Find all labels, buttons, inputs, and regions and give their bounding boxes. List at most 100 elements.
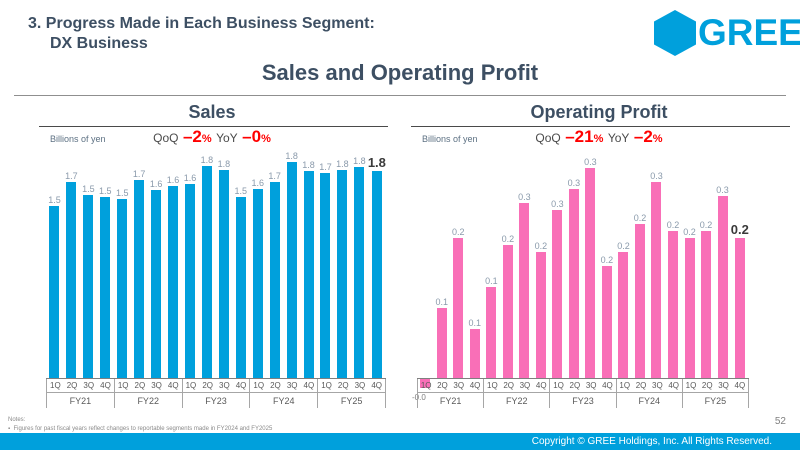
operating-profit-unit-label: Billions of yen bbox=[422, 134, 478, 144]
operating-profit-bar-FY21-2Q bbox=[436, 308, 447, 378]
sales-axis-quarter-label-FY22-3Q: 3Q bbox=[151, 381, 162, 390]
sales-bar-value-label-FY21-1Q: 1.5 bbox=[48, 195, 61, 205]
operating-profit-bar-value-label-FY21-2Q: 0.1 bbox=[435, 297, 449, 307]
sales-bar-FY22-1Q bbox=[117, 199, 128, 378]
operating-profit-bar-FY21-3Q bbox=[453, 238, 464, 378]
sales-bar-slot-FY24-3Q: 1.8 bbox=[283, 150, 300, 378]
sales-bar-FY24-1Q bbox=[252, 189, 263, 378]
operating-profit-bar-value-label-FY23-3Q: 0.3 bbox=[584, 157, 597, 167]
sales-bar-FY21-3Q bbox=[83, 195, 94, 378]
operating-profit-bar-slot-FY22-2Q: 0.2 bbox=[500, 150, 517, 378]
operating-profit-yoy-value: –2 bbox=[633, 127, 653, 146]
operating-profit-bar-value-label-FY23-2Q: 0.3 bbox=[567, 178, 581, 188]
operating-profit-axis-year-label-FY22: FY22 bbox=[506, 396, 528, 406]
operating-profit-axis-year-label-FY23: FY23 bbox=[572, 396, 594, 406]
sales-axis-quarter-label-FY21-2Q: 2Q bbox=[66, 381, 78, 390]
sales-bar-slot-FY23-1Q: 1.6 bbox=[182, 150, 199, 378]
slide-title-line2: DX Business bbox=[50, 35, 148, 53]
operating-profit-qoq-label: QoQ bbox=[535, 131, 561, 145]
operating-profit-chart-title: Operating Profit bbox=[530, 102, 668, 122]
operating-profit-axis-group-FY21: 1Q 2Q 3Q 4Q FY21 bbox=[417, 379, 484, 408]
sales-qoq-value: –2 bbox=[182, 127, 202, 146]
sales-plot-area: 1.5 1.7 1.5 1.5 1.5 1.7 1.6 1.6 1.6 1.8 1.8 1.5 1.6 1… bbox=[46, 150, 386, 378]
operating-profit-bar-FY24-4Q bbox=[667, 231, 678, 378]
operating-profit-bar-value-label-FY24-2Q: 0.2 bbox=[633, 213, 647, 223]
sales-bar-FY24-3Q bbox=[286, 162, 297, 378]
operating-profit-stats-line: QoQ –21% YoY –2% bbox=[406, 127, 792, 147]
operating-profit-bar-FY21-1Q bbox=[420, 378, 430, 388]
operating-profit-axis-quarter-label-FY23-4Q: 4Q bbox=[602, 381, 613, 390]
sales-axis-quarter-label-FY25-4Q: 4Q bbox=[371, 381, 382, 390]
sales-bar-FY24-4Q bbox=[303, 171, 314, 378]
operating-profit-bar-FY22-1Q bbox=[486, 287, 497, 378]
sales-bar-FY21-2Q bbox=[66, 182, 77, 378]
sales-axis-quarter-label-FY23-2Q: 2Q bbox=[202, 381, 213, 390]
operating-profit-bar-value-label-FY25-2Q: 0.2 bbox=[699, 220, 713, 230]
sales-bar-FY22-3Q bbox=[151, 190, 162, 378]
operating-profit-title-underline bbox=[411, 126, 790, 127]
sales-bar-slot-FY22-4Q: 1.6 bbox=[165, 150, 182, 378]
operating-profit-axis-quarter-label-FY22-4Q: 4Q bbox=[535, 381, 547, 390]
operating-profit-axis-year-label-FY21: FY21 bbox=[439, 396, 462, 406]
operating-profit-chart-panel: Operating Profit Billions of yen QoQ –21… bbox=[406, 100, 792, 412]
operating-profit-bar-FY25-4Q bbox=[734, 238, 745, 378]
sales-bar-slot-FY25-4Q: 1.8 bbox=[368, 150, 386, 378]
sales-axis-group-FY21: 1Q 2Q 3Q 4Q FY21 bbox=[46, 379, 114, 408]
sales-qoq-percent-sign: % bbox=[201, 133, 212, 145]
sales-bar-value-label-FY23-2Q: 1.8 bbox=[200, 155, 214, 165]
notes-block: Notes: ▪ Figures for past fiscal years r… bbox=[8, 416, 272, 434]
operating-profit-axis-quarter-label-FY21-4Q: 4Q bbox=[469, 381, 481, 390]
sales-bar-slot-FY24-4Q: 1.8 bbox=[300, 150, 317, 378]
operating-profit-bar-FY23-2Q bbox=[568, 189, 579, 378]
sales-chart-title: Sales bbox=[188, 102, 236, 122]
operating-profit-bar-slot-FY24-2Q: 0.2 bbox=[632, 150, 649, 378]
sales-axis-year-label-FY24: FY24 bbox=[273, 396, 295, 406]
operating-profit-bar-slot-FY22-1Q: 0.1 bbox=[483, 150, 500, 378]
sales-axis-group-FY22: 1Q 2Q 3Q 4Q FY22 bbox=[113, 379, 182, 408]
operating-profit-bar-value-label-FY24-3Q: 0.3 bbox=[650, 171, 663, 181]
operating-profit-bar-FY24-2Q bbox=[634, 224, 645, 378]
sales-bar-slot-FY24-1Q: 1.6 bbox=[249, 150, 266, 378]
operating-profit-yoy-percent-sign: % bbox=[652, 133, 663, 145]
operating-profit-bar-slot-FY22-4Q: 0.2 bbox=[533, 150, 550, 378]
sales-bar-value-label-FY23-4Q: 1.5 bbox=[234, 186, 248, 196]
operating-profit-axis-quarter-label-FY23-1Q: 1Q bbox=[553, 381, 564, 390]
sales-axis-group-FY25: 1Q 2Q 3Q 4Q FY25 bbox=[317, 379, 386, 408]
slide-title: 3. Progress Made in Each Business Segmen… bbox=[28, 14, 375, 55]
notes-label: Notes: bbox=[8, 417, 26, 423]
operating-profit-bar-FY24-1Q bbox=[618, 252, 629, 378]
operating-profit-axis-quarter-label-FY24-4Q: 4Q bbox=[668, 381, 679, 390]
sales-axis-year-label-FY22: FY22 bbox=[137, 396, 159, 406]
operating-profit-bar-slot-FY24-4Q: 0.2 bbox=[665, 150, 682, 378]
operating-profit-axis-group-FY22: 1Q 2Q 3Q 4Q FY22 bbox=[483, 379, 550, 408]
operating-profit-bar-value-label-FY25-4Q: 0.2 bbox=[730, 222, 749, 237]
operating-profit-yoy-label: YoY bbox=[607, 131, 630, 145]
sales-title-underline bbox=[39, 126, 388, 127]
operating-profit-bar-value-label-FY21-4Q: 0.1 bbox=[468, 318, 482, 328]
sales-bar-FY23-1Q bbox=[184, 184, 195, 378]
sales-bar-value-label-FY21-4Q: 1.5 bbox=[99, 186, 112, 196]
sales-axis-quarter-label-FY21-4Q: 4Q bbox=[100, 381, 111, 390]
sales-bar-value-label-FY22-3Q: 1.6 bbox=[149, 179, 163, 189]
operating-profit-bar-FY21-4Q bbox=[469, 329, 480, 378]
operating-profit-axis-quarter-label-FY25-2Q: 2Q bbox=[701, 381, 713, 390]
sales-bar-value-label-FY24-1Q: 1.6 bbox=[251, 178, 264, 188]
operating-profit-axis-year-label-FY25: FY25 bbox=[704, 396, 727, 406]
sales-bar-value-label-FY25-1Q: 1.7 bbox=[319, 162, 332, 172]
operating-profit-bar-slot-FY23-2Q: 0.3 bbox=[566, 150, 583, 378]
sales-bar-slot-FY23-3Q: 1.8 bbox=[215, 150, 232, 378]
operating-profit-axis-quarter-label-FY25-4Q: 4Q bbox=[734, 381, 746, 390]
operating-profit-axis-quarter-label-FY22-3Q: 3Q bbox=[519, 381, 531, 390]
sales-bar-value-label-FY21-3Q: 1.5 bbox=[82, 184, 95, 194]
sales-bar-slot-FY21-3Q: 1.5 bbox=[80, 150, 97, 378]
operating-profit-bar-value-label-FY21-1Q: -0.0 bbox=[412, 393, 426, 402]
sales-bar-slot-FY24-2Q: 1.7 bbox=[266, 150, 283, 378]
sales-bar-FY23-4Q bbox=[235, 197, 246, 378]
sales-bar-slot-FY21-1Q: 1.5 bbox=[46, 150, 63, 378]
operating-profit-bar-value-label-FY25-3Q: 0.3 bbox=[716, 185, 729, 195]
operating-profit-bar-value-label-FY23-1Q: 0.3 bbox=[551, 199, 564, 209]
sales-bar-value-label-FY22-2Q: 1.7 bbox=[132, 169, 146, 179]
sales-axis-quarter-label-FY21-1Q: 1Q bbox=[50, 381, 61, 390]
operating-profit-bar-value-label-FY25-1Q: 0.2 bbox=[683, 227, 696, 237]
operating-profit-bar-FY23-1Q bbox=[552, 210, 563, 378]
